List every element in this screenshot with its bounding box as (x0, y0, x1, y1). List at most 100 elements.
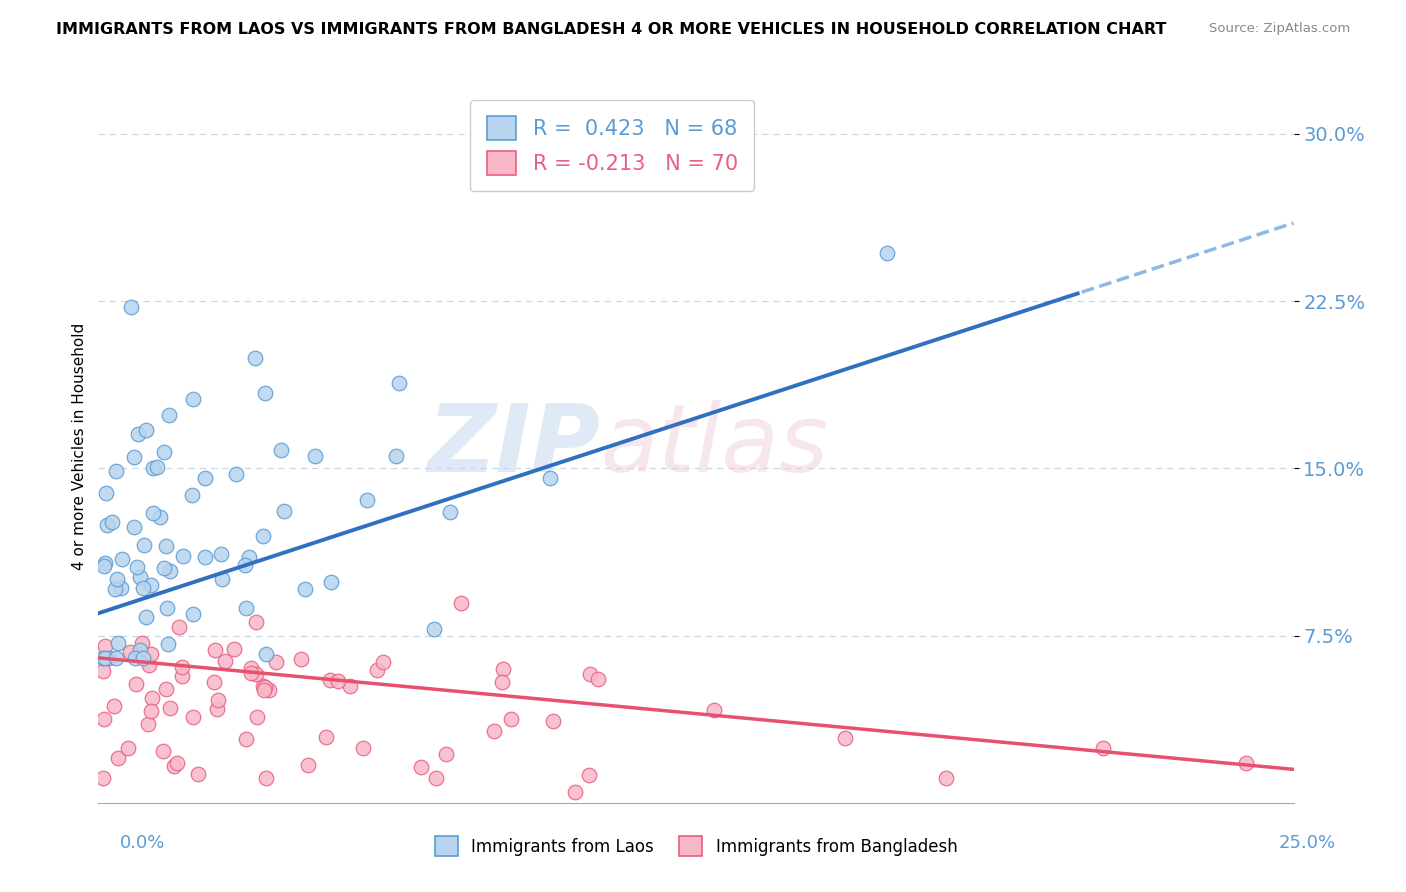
Point (352, 740, 374, 755)
Point (138, 658, 160, 673)
Point (136, 717, 159, 731)
Point (252, 680, 274, 694)
Point (239, 665, 262, 680)
Point (450, 596, 472, 610)
Text: IMMIGRANTS FROM LAOS VS IMMIGRANTS FROM BANGLADESH 4 OR MORE VEHICLES IN HOUSEHO: IMMIGRANTS FROM LAOS VS IMMIGRANTS FROM … (56, 22, 1167, 37)
Point (101, 515, 124, 529)
Point (107, 636, 129, 650)
Point (91, 651, 114, 665)
Point (135, 609, 157, 624)
Point (104, 582, 127, 597)
Point (270, 443, 292, 458)
Point (834, 731, 856, 745)
Point (209, 547, 232, 561)
Point (93, 558, 115, 573)
Point (159, 701, 181, 715)
Point (93, 651, 115, 665)
Point (155, 600, 177, 615)
Point (233, 558, 256, 573)
Point (423, 622, 446, 636)
Point (131, 651, 153, 665)
Point (122, 519, 145, 533)
Point (117, 741, 139, 756)
Legend: Immigrants from Laos, Immigrants from Bangladesh: Immigrants from Laos, Immigrants from Ba… (427, 830, 965, 863)
Point (124, 651, 146, 665)
Point (139, 577, 162, 591)
Point (434, 747, 457, 761)
Point (294, 582, 316, 596)
Point (131, 636, 153, 650)
Point (181, 392, 204, 407)
Point (145, 460, 167, 475)
Point (128, 643, 150, 657)
Point (110, 581, 132, 595)
Point (153, 561, 176, 575)
Point (297, 758, 319, 772)
Point (703, 702, 725, 716)
Point (290, 652, 312, 666)
Point (385, 450, 408, 464)
Point (876, 246, 898, 260)
Y-axis label: 4 or more Vehicles in Household: 4 or more Vehicles in Household (72, 322, 87, 570)
Point (148, 510, 170, 524)
Point (93, 712, 115, 726)
Text: 25.0%: 25.0% (1278, 834, 1336, 852)
Point (120, 301, 142, 315)
Point (245, 710, 267, 724)
Point (98, 651, 121, 665)
Point (132, 581, 155, 595)
Point (139, 704, 162, 718)
Point (172, 659, 194, 673)
Point (141, 690, 163, 705)
Point (240, 661, 263, 675)
Point (105, 465, 128, 479)
Text: 0.0%: 0.0% (120, 834, 165, 852)
Point (321, 574, 343, 589)
Point (181, 607, 204, 621)
Point (135, 423, 157, 437)
Point (373, 656, 395, 670)
Point (127, 427, 149, 442)
Point (491, 674, 513, 689)
Point (141, 461, 163, 475)
Point (153, 445, 176, 459)
Text: atlas: atlas (600, 401, 828, 491)
Point (564, 785, 586, 799)
Point (110, 551, 132, 566)
Point (103, 698, 125, 713)
Point (202, 675, 225, 690)
Point (167, 619, 190, 633)
Point (157, 408, 180, 422)
Point (142, 507, 165, 521)
Point (439, 505, 461, 519)
Point (538, 471, 561, 485)
Point (155, 540, 177, 554)
Point (245, 615, 267, 629)
Point (541, 714, 564, 728)
Point (91, 771, 114, 785)
Point (172, 549, 194, 563)
Point (134, 538, 156, 552)
Point (425, 771, 447, 785)
Point (122, 450, 145, 465)
Point (264, 655, 287, 669)
Point (253, 385, 276, 400)
Point (411, 760, 433, 774)
Point (94, 639, 117, 653)
Point (1091, 741, 1114, 756)
Point (172, 668, 194, 682)
Point (326, 673, 349, 688)
Point (224, 642, 246, 657)
Point (388, 376, 411, 390)
Point (159, 564, 181, 578)
Point (253, 682, 276, 697)
Point (482, 723, 505, 738)
Point (91, 664, 114, 678)
Point (162, 758, 184, 772)
Point (155, 681, 177, 696)
Point (204, 643, 226, 657)
Point (499, 712, 522, 726)
Point (252, 529, 274, 543)
Point (205, 702, 228, 716)
Text: Source: ZipAtlas.com: Source: ZipAtlas.com (1209, 22, 1350, 36)
